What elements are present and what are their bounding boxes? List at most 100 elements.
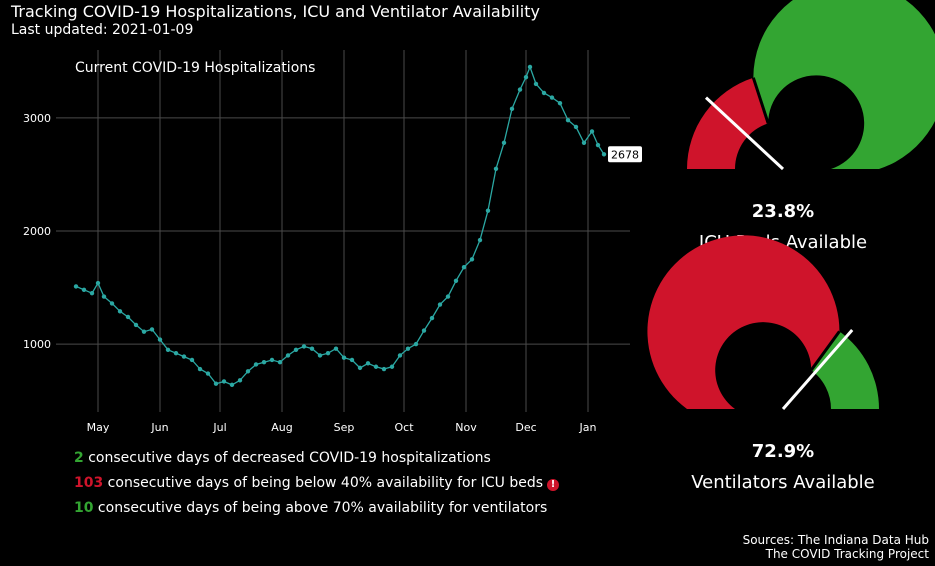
data-point — [493, 166, 499, 171]
data-point — [197, 366, 203, 372]
data-point — [413, 341, 419, 347]
data-point — [357, 365, 363, 371]
x-tick-label: Oct — [394, 421, 414, 434]
data-point — [437, 302, 443, 307]
data-point — [95, 280, 101, 286]
data-point — [581, 140, 587, 145]
data-point — [365, 361, 371, 366]
data-point — [269, 357, 275, 363]
panel-title: Current COVID-19 Hospitalizations — [75, 60, 315, 76]
data-point — [221, 379, 227, 384]
source-line: Sources: The Indiana Data Hub — [742, 533, 929, 547]
data-point — [349, 357, 355, 363]
data-point — [89, 291, 95, 296]
data-point — [317, 353, 323, 358]
data-point — [333, 346, 339, 351]
stat-number: 2 — [74, 450, 84, 466]
x-tick-label: Sep — [334, 421, 355, 434]
data-point — [533, 81, 539, 87]
chart-title: Tracking COVID-19 Hospitalizations, ICU … — [11, 2, 540, 21]
data-point — [397, 353, 403, 358]
x-tick-label: Dec — [515, 421, 536, 434]
data-point — [341, 355, 347, 360]
alert-icon: ! — [547, 479, 560, 491]
gauge-band-below — [647, 235, 840, 409]
stat-text: consecutive days of being below 40% avai… — [103, 475, 544, 491]
data-point — [453, 278, 459, 283]
data-point — [565, 117, 571, 123]
data-point — [157, 337, 163, 342]
data-point — [325, 350, 331, 356]
data-point — [557, 100, 563, 106]
data-point — [501, 140, 507, 145]
data-point — [101, 294, 107, 299]
gauge-label: Ventilators Available — [691, 472, 875, 493]
data-point — [445, 294, 451, 299]
data-point — [405, 346, 411, 351]
data-point — [73, 284, 79, 289]
data-point — [541, 90, 547, 96]
data-point — [523, 74, 529, 80]
data-point — [229, 382, 235, 388]
x-tick-label: May — [87, 421, 110, 434]
data-point — [509, 106, 515, 112]
data-point — [81, 287, 87, 293]
data-point — [285, 353, 291, 358]
data-point — [261, 360, 267, 365]
latest-value-box — [608, 146, 642, 163]
data-point — [173, 350, 179, 356]
data-point — [573, 124, 579, 130]
x-tick-label: Jun — [150, 421, 168, 434]
data-point — [293, 347, 299, 352]
data-point — [277, 360, 283, 365]
stat-hospitalizations: 2 consecutive days of decreased COVID-19… — [74, 450, 491, 466]
data-point — [213, 381, 219, 386]
gauge-value: 72.9% — [752, 441, 814, 462]
data-point — [109, 301, 115, 306]
data-point — [253, 362, 259, 367]
data-point — [549, 95, 555, 100]
x-tick-label: Jan — [579, 421, 597, 434]
y-tick-label: 1000 — [23, 338, 51, 351]
stat-number: 103 — [74, 475, 104, 491]
data-point — [421, 328, 427, 333]
data-point — [589, 129, 595, 134]
data-point — [189, 357, 195, 363]
data-point — [595, 142, 601, 148]
data-point — [485, 208, 491, 213]
source-line: The COVID Tracking Project — [765, 547, 929, 561]
last-updated: Last updated: 2021-01-09 — [11, 22, 194, 38]
y-tick-label: 3000 — [23, 112, 51, 125]
gauge-band-below — [687, 77, 769, 169]
latest-value-label: 2678 — [611, 148, 639, 161]
data-point — [381, 366, 387, 372]
stat-text: consecutive days of being above 70% avai… — [93, 500, 548, 516]
x-tick-label: Nov — [455, 421, 477, 434]
gauge-threshold-mark — [751, 77, 770, 124]
gauge-band-above — [811, 331, 879, 409]
data-point — [133, 322, 139, 328]
gauge-band-above — [753, 0, 935, 169]
data-point — [149, 327, 155, 332]
data-point — [181, 354, 187, 359]
data-point — [517, 87, 523, 92]
data-point — [125, 314, 131, 320]
data-point — [527, 64, 533, 70]
data-point — [429, 315, 435, 321]
gauge-needle — [781, 329, 854, 410]
data-point — [245, 369, 251, 374]
data-point — [477, 237, 483, 243]
stat-number: 10 — [74, 500, 94, 516]
data-point — [165, 347, 171, 352]
data-point — [373, 364, 379, 369]
data-point — [301, 344, 307, 349]
y-tick-label: 2000 — [23, 225, 51, 238]
sources: Sources: The Indiana Data Hub The COVID … — [743, 533, 929, 561]
data-point — [141, 329, 147, 334]
data-point — [309, 346, 315, 351]
data-point — [205, 371, 211, 376]
x-tick-label: Aug — [271, 421, 292, 434]
data-point — [389, 364, 395, 369]
data-point — [469, 257, 475, 262]
